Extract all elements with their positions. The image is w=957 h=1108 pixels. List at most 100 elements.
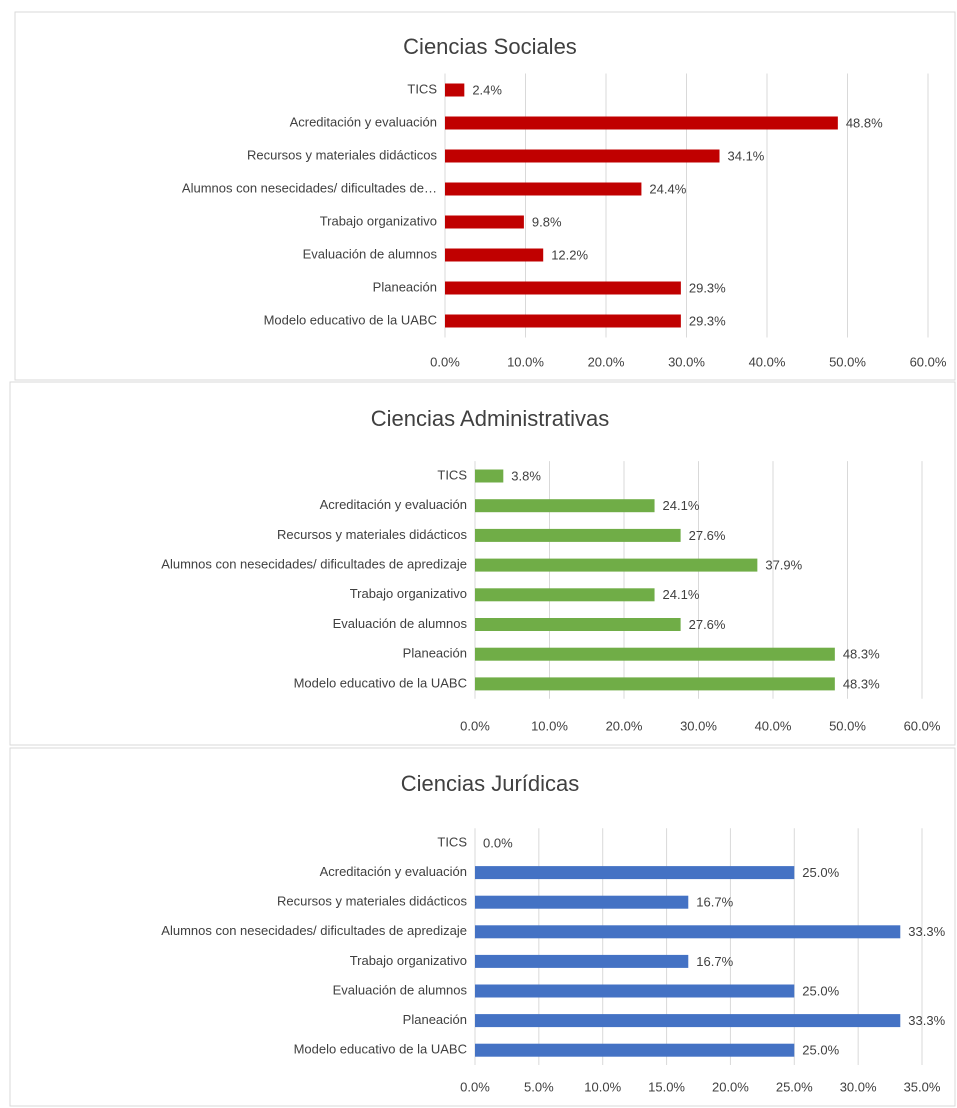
data-label: 25.0% <box>802 983 839 998</box>
bar <box>445 182 642 196</box>
data-label: 25.0% <box>802 865 839 880</box>
bar <box>445 149 720 163</box>
x-tick-label: 60.0% <box>910 354 947 369</box>
x-tick-label: 30.0% <box>668 354 705 369</box>
category-label: TICS <box>407 81 437 96</box>
category-label: Recursos y materiales didácticos <box>277 527 468 542</box>
category-label: Planeación <box>403 646 467 661</box>
data-label: 2.4% <box>472 82 502 97</box>
bar <box>475 647 835 661</box>
category-label: Modelo educativo de la UABC <box>294 1042 467 1057</box>
data-label: 24.1% <box>663 498 700 513</box>
category-label: Planeación <box>373 279 437 294</box>
x-tick-label: 0.0% <box>430 354 460 369</box>
category-label: Acreditación y evaluación <box>290 114 437 129</box>
bar <box>475 469 504 483</box>
x-tick-label: 40.0% <box>755 718 792 733</box>
category-label: Recursos y materiales didácticos <box>277 894 468 909</box>
category-label: Evaluación de alumnos <box>303 246 438 261</box>
bar <box>475 528 681 542</box>
data-label: 25.0% <box>802 1043 839 1058</box>
data-label: 34.1% <box>728 148 765 163</box>
bar <box>475 588 655 602</box>
x-tick-label: 10.0% <box>531 718 568 733</box>
category-label: Evaluación de alumnos <box>333 982 468 997</box>
x-tick-label: 5.0% <box>524 1079 554 1094</box>
bar <box>475 1014 901 1028</box>
bar <box>475 499 655 513</box>
category-label: Alumnos con nesecidades/ dificultades de… <box>161 557 467 572</box>
data-label: 16.7% <box>696 954 733 969</box>
category-label: Recursos y materiales didácticos <box>247 147 438 162</box>
bar <box>475 984 795 998</box>
bar <box>445 83 465 97</box>
bar <box>445 116 838 130</box>
x-tick-label: 15.0% <box>648 1079 685 1094</box>
bar <box>445 314 681 328</box>
data-label: 12.2% <box>551 247 588 262</box>
data-label: 24.4% <box>649 181 686 196</box>
category-label: TICS <box>437 834 467 849</box>
category-label: Modelo educativo de la UABC <box>294 675 467 690</box>
data-label: 37.9% <box>765 558 802 573</box>
category-label: Acreditación y evaluación <box>320 864 467 879</box>
data-label: 48.3% <box>843 676 880 691</box>
x-tick-label: 25.0% <box>776 1079 813 1094</box>
chart-title: Ciencias Jurídicas <box>401 771 580 796</box>
x-tick-label: 0.0% <box>460 1079 490 1094</box>
category-label: Modelo educativo de la UABC <box>264 312 437 327</box>
chart-title: Ciencias Administrativas <box>371 406 609 431</box>
data-label: 27.6% <box>689 528 726 543</box>
bar <box>475 925 901 939</box>
bar <box>445 281 681 295</box>
x-tick-label: 35.0% <box>904 1079 941 1094</box>
bar <box>475 558 758 572</box>
bar <box>475 1043 795 1057</box>
x-tick-label: 30.0% <box>840 1079 877 1094</box>
chart-frame <box>14 11 956 381</box>
data-label: 0.0% <box>483 835 513 850</box>
x-tick-label: 20.0% <box>606 718 643 733</box>
x-tick-label: 10.0% <box>584 1079 621 1094</box>
x-tick-label: 10.0% <box>507 354 544 369</box>
category-label: Acreditación y evaluación <box>320 497 467 512</box>
data-label: 3.8% <box>511 468 541 483</box>
category-label: TICS <box>437 467 467 482</box>
data-label: 33.3% <box>908 1013 945 1028</box>
x-tick-label: 20.0% <box>712 1079 749 1094</box>
category-label: Alumnos con nesecidades/ dificultades de… <box>182 180 437 195</box>
bar <box>475 895 689 909</box>
x-tick-label: 0.0% <box>460 718 490 733</box>
data-label: 27.6% <box>689 617 726 632</box>
category-label: Trabajo organizativo <box>350 586 467 601</box>
x-tick-label: 20.0% <box>588 354 625 369</box>
category-label: Planeación <box>403 1012 467 1027</box>
data-label: 48.3% <box>843 647 880 662</box>
data-label: 29.3% <box>689 280 726 295</box>
data-label: 48.8% <box>846 115 883 130</box>
data-label: 16.7% <box>696 895 733 910</box>
data-label: 9.8% <box>532 214 562 229</box>
chart-frame <box>9 747 956 1107</box>
bar <box>445 248 544 262</box>
data-label: 33.3% <box>908 924 945 939</box>
bar <box>445 215 524 229</box>
x-tick-label: 30.0% <box>680 718 717 733</box>
category-label: Trabajo organizativo <box>350 953 467 968</box>
bar <box>475 618 681 631</box>
chart-frame <box>9 381 956 746</box>
data-label: 29.3% <box>689 313 726 328</box>
chart-title: Ciencias Sociales <box>403 34 577 59</box>
category-label: Trabajo organizativo <box>320 213 437 228</box>
x-tick-label: 50.0% <box>829 354 866 369</box>
category-label: Evaluación de alumnos <box>333 616 468 631</box>
bar <box>475 677 835 691</box>
data-label: 24.1% <box>663 587 700 602</box>
x-tick-label: 50.0% <box>829 718 866 733</box>
x-tick-label: 40.0% <box>749 354 786 369</box>
category-label: Alumnos con nesecidades/ dificultades de… <box>161 923 467 938</box>
bar <box>475 954 689 968</box>
bar <box>475 866 795 880</box>
x-tick-label: 60.0% <box>904 718 941 733</box>
